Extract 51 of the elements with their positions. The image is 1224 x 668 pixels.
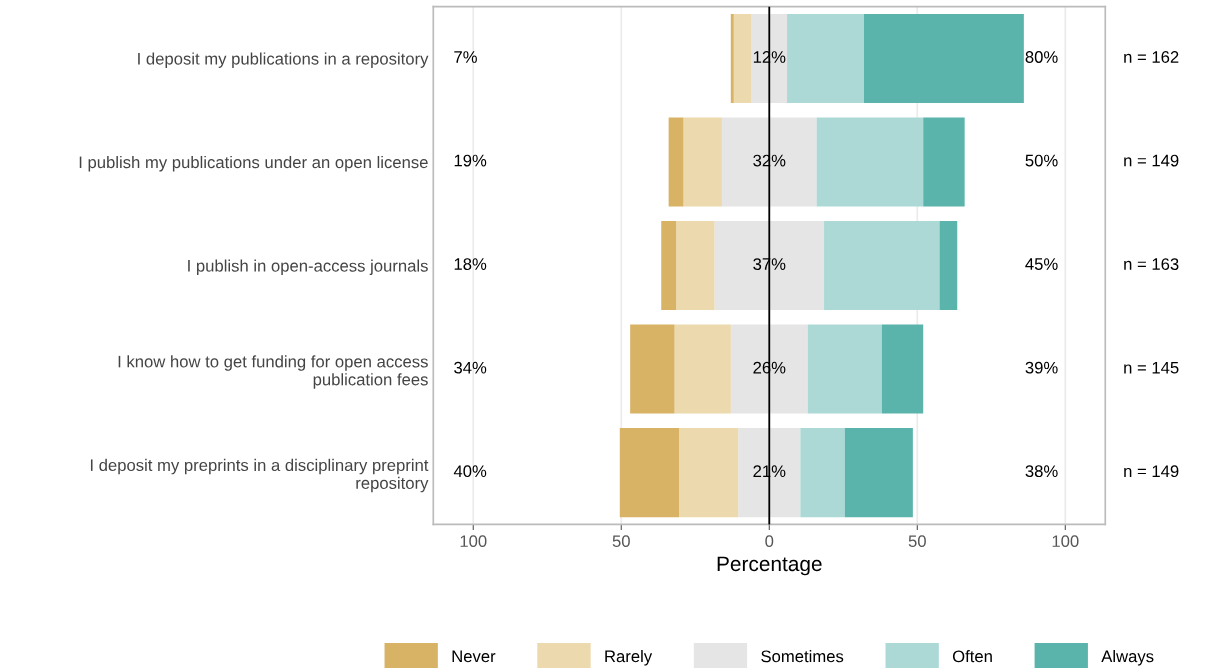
text: n = 162 [1124, 51, 1179, 63]
x-tick-label: 50 [612, 535, 630, 548]
bar [816, 117, 924, 207]
bar [730, 13, 734, 103]
bar [939, 221, 958, 311]
x-tick-label: 0 [765, 535, 774, 548]
x-axis-title: Percentage [717, 556, 822, 576]
annotation: 19% [454, 154, 487, 167]
y-tick-label: I know how to get funding for open access publication fees [118, 355, 428, 389]
bar [824, 221, 940, 311]
y-tick-label: I publish my publications under an open license [79, 155, 428, 172]
legend-label: Always [1101, 650, 1154, 666]
annotation: 80% [1025, 51, 1058, 63]
bar [676, 221, 715, 311]
bar [661, 221, 677, 311]
text: n = 163 [1124, 258, 1179, 270]
x-tick-label: 100 [1052, 535, 1079, 548]
bar [668, 117, 684, 207]
annotation: 7% [454, 51, 477, 63]
text: n = 145 [1124, 361, 1179, 374]
annotation: 40% [453, 465, 487, 478]
annotation: 38% [1025, 465, 1058, 478]
bar [807, 324, 882, 414]
text: n = 149 [1124, 465, 1179, 478]
bar [619, 428, 679, 518]
bar [630, 324, 675, 414]
annotation: 34% [454, 361, 487, 374]
annotation: 45% [1025, 258, 1058, 270]
bar [864, 13, 1024, 103]
bar [844, 428, 913, 518]
legend-label: Never [452, 650, 496, 663]
bar [800, 428, 845, 518]
bar [923, 117, 965, 207]
x-tick-label: 50 [908, 535, 926, 548]
x-tick-label: 100 [460, 535, 487, 548]
legend-label: Rarely [605, 650, 653, 666]
y-tick-label: I deposit my preprints in a disciplinary preprint repository [90, 458, 429, 493]
y-tick-label: I deposit my publications in a repository [138, 52, 429, 68]
text: n = 149 [1124, 154, 1179, 167]
bar [733, 13, 752, 103]
legend-label: Often [952, 650, 992, 663]
legend-label: Sometimes [761, 650, 844, 663]
bar [881, 324, 924, 414]
annotation: 39% [1025, 361, 1058, 374]
bar [679, 428, 739, 518]
annotation: 50% [1025, 154, 1058, 167]
bar [683, 117, 722, 207]
annotation: 18% [454, 258, 487, 270]
y-tick-label: I publish in open-access journals [188, 259, 428, 276]
bar [787, 13, 865, 103]
bar [674, 324, 731, 414]
